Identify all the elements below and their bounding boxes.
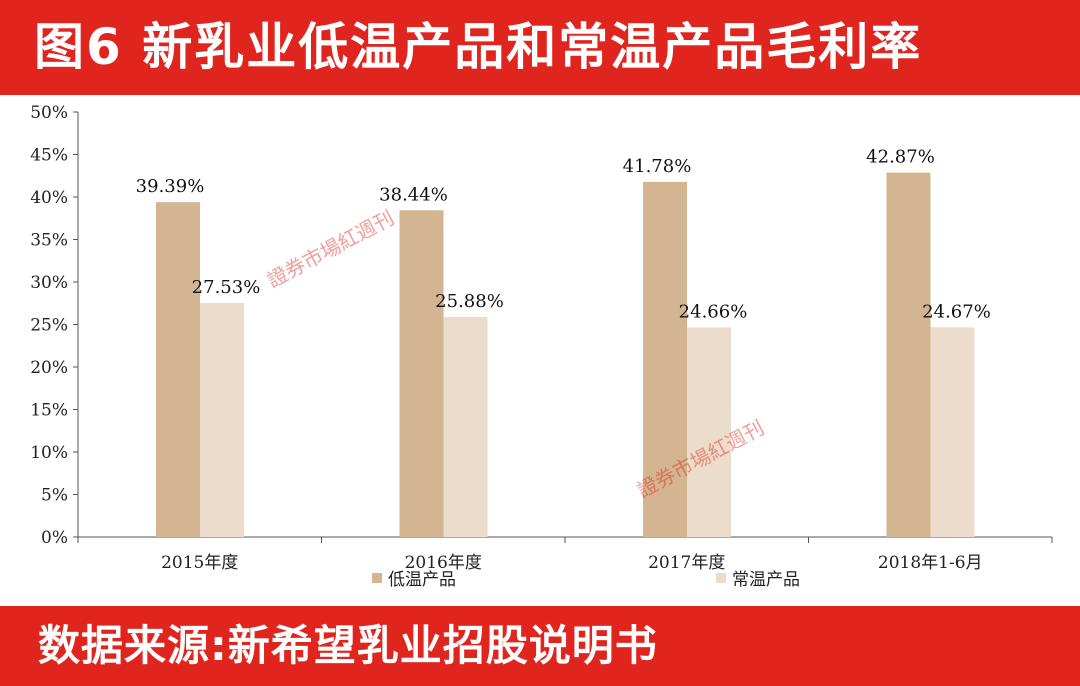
watermark-logo: 證券市場紅週刊	[636, 415, 768, 502]
y-tick-label: 35%	[30, 231, 68, 251]
bar-room-temp	[930, 327, 975, 537]
data-label: 24.66%	[679, 301, 748, 322]
y-tick-label: 15%	[30, 401, 68, 421]
bar-room-temp	[687, 327, 731, 537]
watermark-logo: 證券市場紅週刊	[263, 205, 398, 292]
y-tick-label: 40%	[30, 188, 68, 208]
bar-room-temp	[443, 317, 488, 537]
data-label: 25.88%	[435, 291, 504, 312]
svg-text:證券市場紅週刊: 證券市場紅週刊	[636, 415, 768, 502]
x-category-label: 2015年度	[161, 553, 238, 573]
x-category-label: 2017年度	[648, 553, 725, 573]
bar-low-temp	[156, 202, 200, 537]
data-label: 41.78%	[623, 156, 692, 177]
svg-text:證券市場紅週刊: 證券市場紅週刊	[263, 205, 398, 292]
data-label: 24.67%	[922, 301, 991, 322]
y-tick-label: 5%	[41, 486, 68, 506]
chart-title-banner: 图6 新乳业低温产品和常温产品毛利率	[0, 0, 1080, 95]
bar-room-temp	[200, 302, 244, 537]
y-tick-label: 45%	[30, 146, 68, 166]
legend-label: 常温产品	[732, 570, 800, 590]
legend-swatch	[716, 573, 726, 583]
y-tick-label: 25%	[30, 316, 68, 336]
y-tick-label: 30%	[30, 273, 68, 293]
data-label: 27.53%	[192, 277, 261, 298]
chart-title: 图6 新乳业低温产品和常温产品毛利率	[34, 18, 923, 76]
y-tick-label: 20%	[30, 358, 68, 378]
chart-area: 0% 5% 10% 15% 20% 25% 30% 35% 40% 45% 50% 2015年度 39.…	[0, 95, 1080, 606]
source-banner: 数据来源:新希望乳业招股说明书	[0, 606, 1080, 686]
data-label: 42.87%	[866, 147, 935, 168]
source-note: 数据来源:新希望乳业招股说明书	[38, 621, 658, 670]
bar-low-temp	[399, 210, 444, 537]
data-label: 39.39%	[136, 176, 205, 197]
data-label: 38.44%	[379, 184, 448, 205]
bar-chart: 0% 5% 10% 15% 20% 25% 30% 35% 40% 45% 50% 2015年度 39.…	[30, 103, 1053, 590]
y-tick-label: 50%	[30, 103, 68, 123]
x-category-label: 2016年度	[405, 553, 482, 573]
bar-low-temp	[643, 181, 687, 537]
x-category-label: 2018年1-6月	[878, 553, 983, 573]
legend-label: 低温产品	[388, 570, 456, 590]
y-tick-label: 10%	[30, 443, 68, 463]
legend-swatch	[372, 573, 382, 583]
bar-low-temp	[886, 172, 931, 537]
y-tick-label: 0%	[41, 528, 68, 548]
